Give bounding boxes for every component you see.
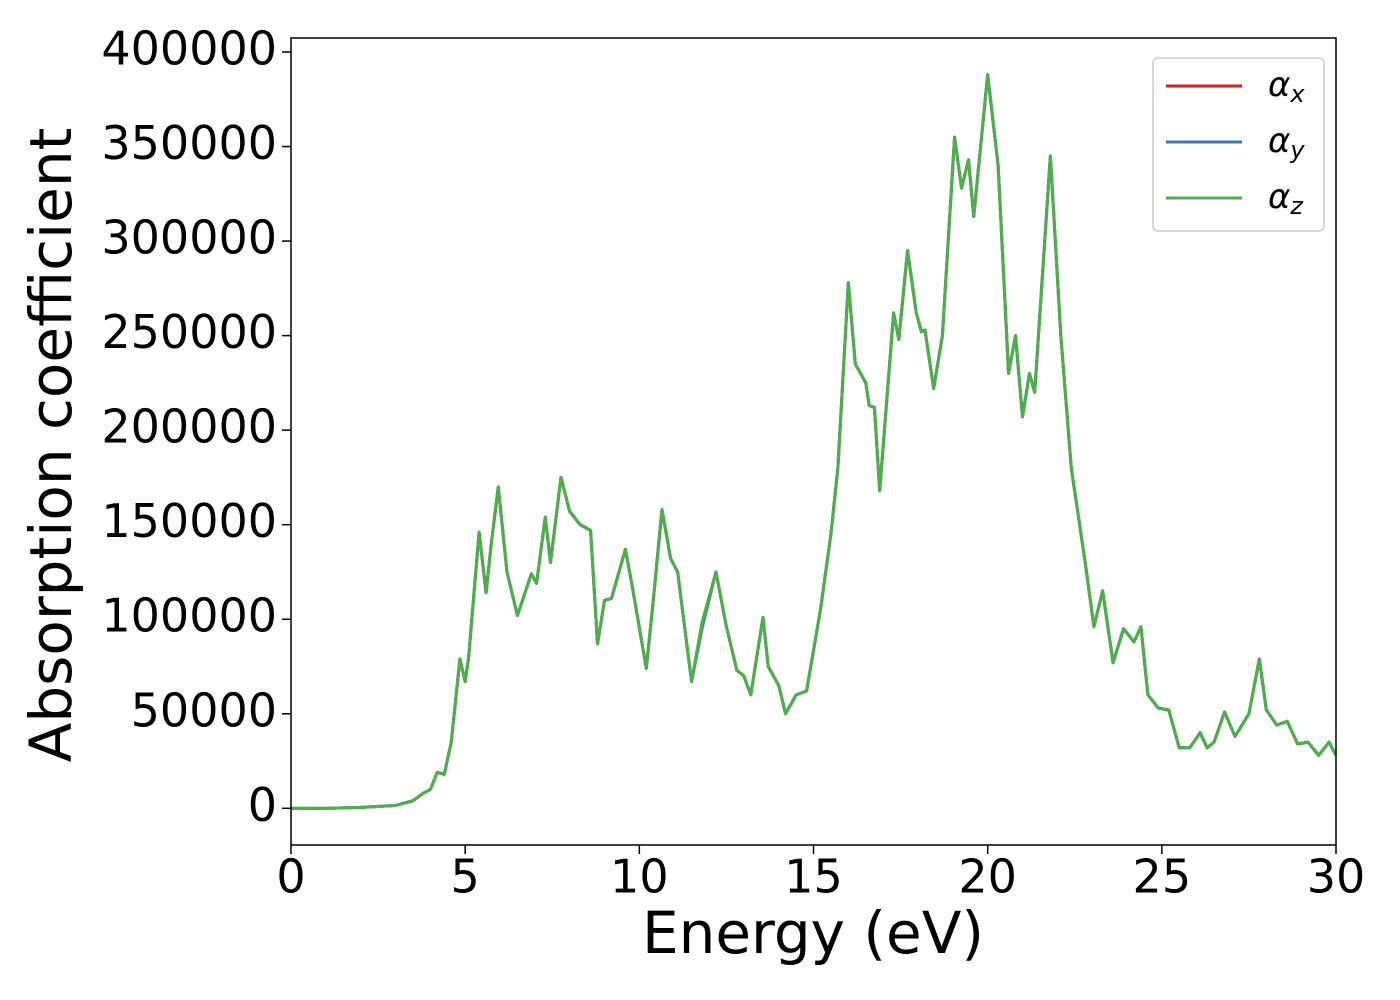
- x-tick-label: 20: [958, 850, 1017, 904]
- y-tick-label: 300000: [101, 211, 277, 265]
- plot-frame: [290, 37, 1337, 846]
- y-tick-label: 200000: [101, 400, 277, 454]
- legend-label: αy: [1268, 121, 1305, 165]
- y-tick-label: 150000: [101, 494, 277, 548]
- x-tick-label: 0: [276, 850, 305, 904]
- y-tick-label: 350000: [101, 116, 277, 170]
- x-tick-label: 10: [610, 850, 669, 904]
- y-tick-label: 400000: [101, 21, 277, 75]
- legend-box: [1152, 57, 1325, 232]
- x-tick-label: 15: [784, 850, 843, 904]
- x-tick-label: 30: [1307, 850, 1366, 904]
- x-tick-label: 5: [451, 850, 480, 904]
- y-tick-label: 100000: [101, 589, 277, 643]
- data-line: [291, 73, 1336, 810]
- x-tick-label: 25: [1133, 850, 1192, 904]
- legend-label: αz: [1268, 177, 1304, 221]
- legend-label: αx: [1268, 65, 1305, 109]
- y-axis-label: Absorption coefficient: [17, 128, 85, 763]
- y-tick-label: 250000: [101, 305, 277, 359]
- x-axis-label: Energy (eV): [642, 899, 984, 967]
- y-tick-label: 0: [248, 778, 277, 832]
- y-tick-label: 50000: [131, 683, 277, 737]
